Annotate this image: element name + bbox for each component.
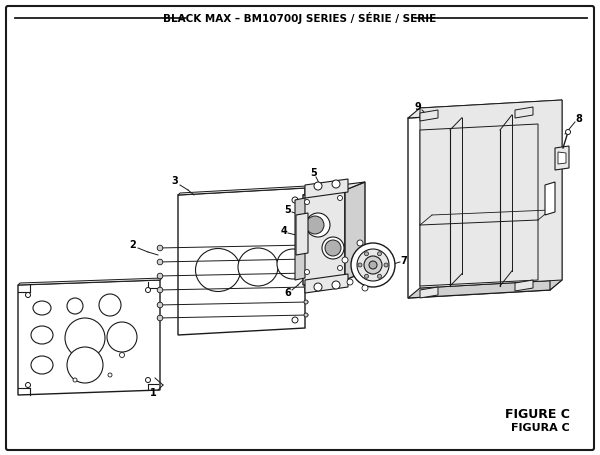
Text: FIGURE C: FIGURE C xyxy=(505,409,570,421)
Circle shape xyxy=(357,240,363,246)
Circle shape xyxy=(25,293,31,298)
Text: 4: 4 xyxy=(281,226,287,236)
Circle shape xyxy=(107,322,137,352)
Text: 2: 2 xyxy=(130,240,136,250)
Polygon shape xyxy=(420,124,538,286)
Ellipse shape xyxy=(277,249,309,279)
Circle shape xyxy=(369,261,377,269)
Circle shape xyxy=(332,281,340,289)
Circle shape xyxy=(146,288,151,293)
Polygon shape xyxy=(296,213,308,255)
Text: 8: 8 xyxy=(575,114,583,124)
Circle shape xyxy=(25,383,31,388)
Polygon shape xyxy=(303,182,365,195)
Text: 7: 7 xyxy=(401,256,407,266)
FancyBboxPatch shape xyxy=(6,6,594,450)
Polygon shape xyxy=(558,152,566,164)
Circle shape xyxy=(304,257,308,261)
Ellipse shape xyxy=(33,301,51,315)
Circle shape xyxy=(342,257,348,263)
Polygon shape xyxy=(345,182,365,280)
Polygon shape xyxy=(305,274,348,293)
Polygon shape xyxy=(18,280,160,395)
Text: 3: 3 xyxy=(172,176,178,186)
Circle shape xyxy=(73,378,77,382)
Polygon shape xyxy=(515,280,533,291)
Circle shape xyxy=(377,274,382,278)
Polygon shape xyxy=(555,146,569,170)
Circle shape xyxy=(292,317,298,323)
Circle shape xyxy=(67,347,103,383)
Circle shape xyxy=(304,313,308,317)
Ellipse shape xyxy=(31,326,53,344)
Polygon shape xyxy=(420,287,438,298)
Text: 1: 1 xyxy=(149,388,157,398)
Circle shape xyxy=(119,353,125,358)
Circle shape xyxy=(362,285,368,291)
Circle shape xyxy=(337,266,343,271)
Circle shape xyxy=(322,237,344,259)
Polygon shape xyxy=(420,110,438,121)
Circle shape xyxy=(365,252,368,256)
Circle shape xyxy=(347,279,353,285)
Circle shape xyxy=(157,273,163,279)
Circle shape xyxy=(67,298,83,314)
Circle shape xyxy=(305,269,310,274)
Text: 9: 9 xyxy=(415,102,421,112)
Polygon shape xyxy=(420,100,562,288)
Circle shape xyxy=(325,240,341,256)
Polygon shape xyxy=(408,110,550,298)
Circle shape xyxy=(306,213,330,237)
Text: 6: 6 xyxy=(284,288,292,298)
Polygon shape xyxy=(18,278,162,285)
Circle shape xyxy=(357,249,389,281)
Circle shape xyxy=(157,287,163,293)
Circle shape xyxy=(384,263,388,267)
Circle shape xyxy=(566,130,571,135)
Circle shape xyxy=(304,271,308,275)
Polygon shape xyxy=(295,198,305,280)
Polygon shape xyxy=(408,100,562,118)
Circle shape xyxy=(364,256,382,274)
Polygon shape xyxy=(178,188,305,335)
Circle shape xyxy=(358,263,362,267)
Polygon shape xyxy=(305,179,348,198)
Text: 5: 5 xyxy=(311,168,317,178)
Circle shape xyxy=(65,318,105,358)
Circle shape xyxy=(305,199,310,204)
Circle shape xyxy=(304,243,308,247)
Circle shape xyxy=(304,300,308,304)
Polygon shape xyxy=(550,100,562,290)
Polygon shape xyxy=(545,182,555,215)
Circle shape xyxy=(304,285,308,289)
Circle shape xyxy=(365,274,368,278)
Circle shape xyxy=(108,373,112,377)
Circle shape xyxy=(157,302,163,308)
Circle shape xyxy=(377,252,382,256)
Ellipse shape xyxy=(238,248,278,286)
Circle shape xyxy=(337,196,343,201)
Text: FIGURA C: FIGURA C xyxy=(511,423,570,433)
Circle shape xyxy=(351,243,395,287)
Circle shape xyxy=(332,180,340,188)
Text: BLACK MAX – BM10700J SERIES / SÉRIE / SERIE: BLACK MAX – BM10700J SERIES / SÉRIE / SE… xyxy=(163,12,437,24)
Ellipse shape xyxy=(196,248,241,292)
Circle shape xyxy=(99,294,121,316)
Circle shape xyxy=(157,259,163,265)
Polygon shape xyxy=(178,186,307,195)
Circle shape xyxy=(146,378,151,383)
Polygon shape xyxy=(408,280,562,298)
Polygon shape xyxy=(303,190,345,285)
Circle shape xyxy=(157,245,163,251)
Circle shape xyxy=(292,197,298,203)
Polygon shape xyxy=(515,107,533,118)
Circle shape xyxy=(306,216,324,234)
Circle shape xyxy=(314,182,322,190)
Ellipse shape xyxy=(31,356,53,374)
Text: 5: 5 xyxy=(284,205,292,215)
Circle shape xyxy=(314,283,322,291)
Circle shape xyxy=(157,315,163,321)
